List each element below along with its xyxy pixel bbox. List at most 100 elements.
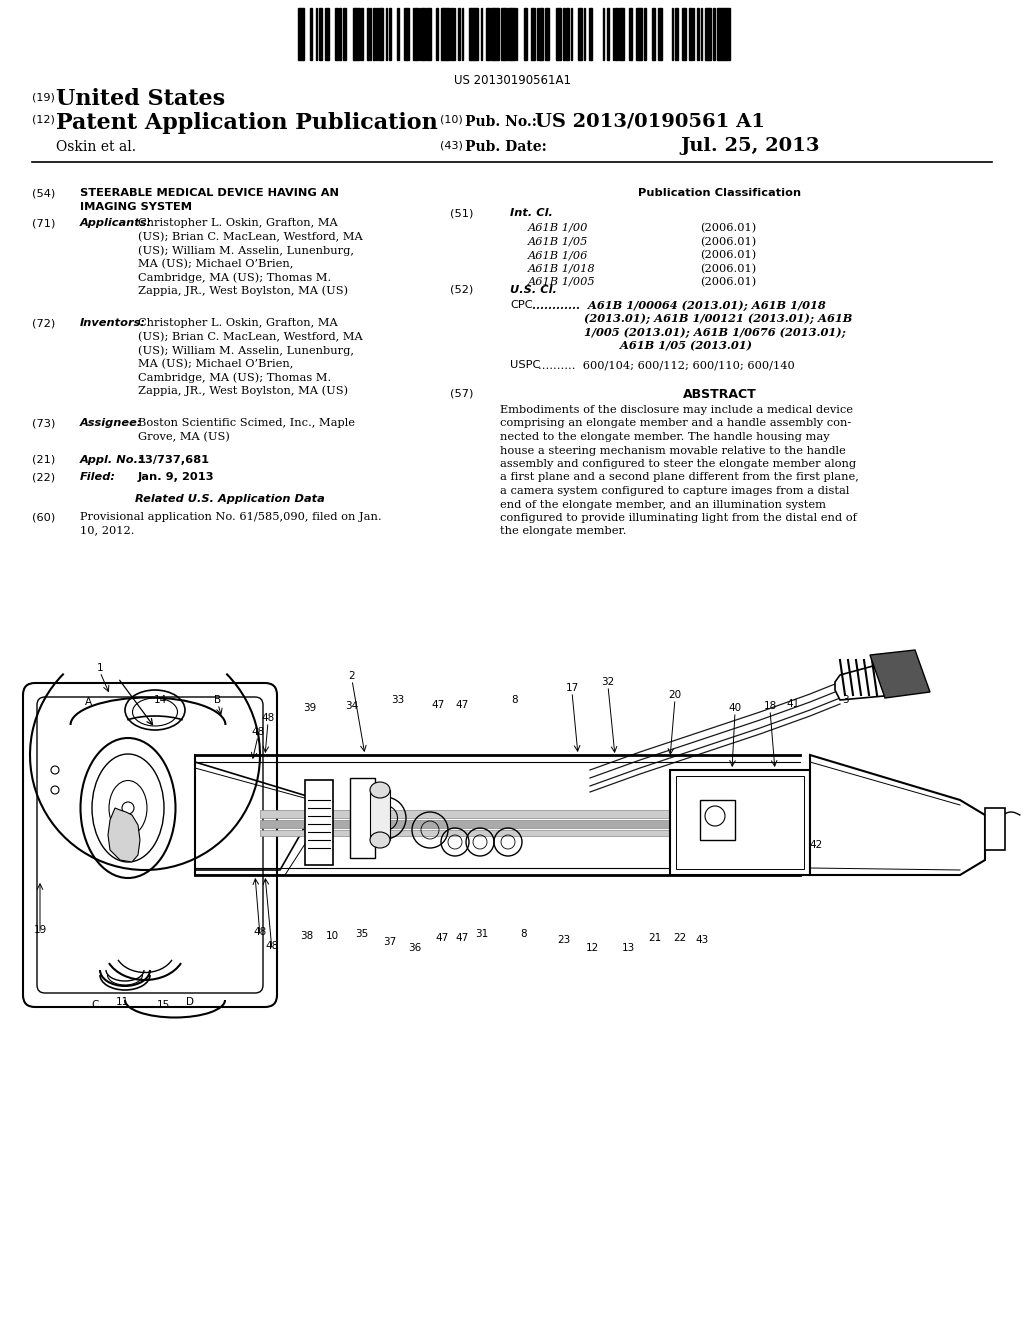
Ellipse shape — [380, 813, 390, 822]
Bar — [471, 8, 473, 59]
Text: 47: 47 — [456, 700, 469, 710]
Bar — [361, 8, 362, 59]
Bar — [486, 8, 489, 59]
Text: ABSTRACT: ABSTRACT — [683, 388, 757, 401]
Text: Assignee:: Assignee: — [80, 418, 142, 428]
Text: (2013.01); A61B 1/00121 (2013.01); A61B: (2013.01); A61B 1/00121 (2013.01); A61B — [532, 314, 852, 325]
Bar — [490, 8, 493, 59]
Text: A61B 1/05 (2013.01): A61B 1/05 (2013.01) — [532, 341, 752, 351]
Text: 17: 17 — [565, 682, 579, 693]
Text: (54): (54) — [32, 187, 55, 198]
Text: A61B 1/05: A61B 1/05 — [528, 236, 589, 247]
Text: (72): (72) — [32, 318, 55, 327]
Text: MA (US); Michael O’Brien,: MA (US); Michael O’Brien, — [138, 359, 293, 368]
Bar — [343, 8, 346, 59]
Polygon shape — [835, 660, 895, 700]
Text: Int. Cl.: Int. Cl. — [510, 209, 553, 218]
Text: D: D — [186, 997, 194, 1007]
Text: (US); William M. Asselin, Lunenburg,: (US); William M. Asselin, Lunenburg, — [138, 345, 354, 355]
Text: 8: 8 — [520, 929, 527, 939]
Text: 23: 23 — [557, 935, 570, 945]
Text: (21): (21) — [32, 455, 55, 465]
Text: Publication Classification: Publication Classification — [638, 187, 802, 198]
Bar — [670, 770, 810, 875]
Text: A61B 1/018: A61B 1/018 — [528, 264, 596, 273]
Text: Related U.S. Application Data: Related U.S. Application Data — [135, 494, 325, 504]
Bar — [447, 8, 450, 59]
Bar — [689, 8, 692, 59]
Bar — [558, 8, 561, 59]
Ellipse shape — [122, 803, 134, 814]
Text: Oskin et al.: Oskin et al. — [56, 140, 136, 154]
Bar — [621, 8, 624, 59]
Text: 47: 47 — [435, 933, 449, 942]
Text: (US); Brian C. MacLean, Westford, MA: (US); Brian C. MacLean, Westford, MA — [138, 231, 362, 242]
Text: Pub. Date:: Pub. Date: — [465, 140, 547, 154]
Text: 35: 35 — [355, 929, 369, 939]
Bar — [676, 8, 678, 59]
Text: (19): (19) — [32, 92, 55, 102]
Text: B: B — [214, 696, 221, 705]
Bar — [556, 8, 558, 59]
Bar — [376, 8, 378, 59]
Bar — [545, 8, 548, 59]
Bar — [300, 8, 303, 59]
Bar — [404, 8, 407, 59]
Text: (51): (51) — [450, 209, 473, 218]
Text: 22: 22 — [674, 933, 687, 942]
Text: 31: 31 — [475, 929, 488, 939]
Text: USPC: USPC — [510, 360, 541, 370]
Text: Embodiments of the disclosure may include a medical device: Embodiments of the disclosure may includ… — [500, 405, 853, 414]
Bar — [397, 8, 399, 59]
Bar — [567, 8, 569, 59]
Text: IMAGING SYSTEM: IMAGING SYSTEM — [80, 202, 193, 211]
Text: US 20130190561A1: US 20130190561A1 — [454, 74, 570, 87]
Text: 41: 41 — [786, 700, 800, 709]
Bar — [525, 8, 527, 59]
Bar — [298, 8, 300, 59]
Text: MA (US); Michael O’Brien,: MA (US); Michael O’Brien, — [138, 259, 293, 269]
Bar — [676, 776, 804, 869]
Bar — [985, 808, 1005, 850]
Bar — [636, 8, 638, 59]
Text: 10, 2012.: 10, 2012. — [80, 525, 134, 536]
Bar — [502, 8, 504, 59]
Bar — [719, 8, 722, 59]
Bar — [722, 8, 724, 59]
Text: (60): (60) — [32, 512, 55, 521]
Bar — [407, 8, 409, 59]
Text: US 2013/0190561 A1: US 2013/0190561 A1 — [535, 112, 765, 129]
Text: (2006.01): (2006.01) — [700, 236, 757, 247]
Text: (10): (10) — [440, 115, 463, 125]
Bar — [540, 8, 543, 59]
Text: Jul. 25, 2013: Jul. 25, 2013 — [680, 137, 819, 154]
Text: 40: 40 — [728, 704, 741, 713]
Text: ............  A61B 1/00064 (2013.01); A61B 1/018: ............ A61B 1/00064 (2013.01); A61… — [532, 300, 825, 312]
Text: (2006.01): (2006.01) — [700, 277, 757, 288]
Bar — [260, 830, 780, 836]
Bar — [589, 8, 591, 59]
Bar — [358, 8, 360, 59]
Text: Inventors:: Inventors: — [80, 318, 145, 327]
Text: 42: 42 — [809, 840, 822, 850]
Text: Grove, MA (US): Grove, MA (US) — [138, 432, 229, 442]
Bar — [442, 8, 444, 59]
Bar — [380, 8, 383, 59]
Bar — [580, 8, 582, 59]
Text: Filed:: Filed: — [80, 473, 116, 482]
Text: (57): (57) — [450, 388, 473, 399]
Text: 3: 3 — [842, 696, 848, 705]
Bar — [305, 780, 333, 865]
Text: United States: United States — [56, 88, 225, 110]
Text: STEERABLE MEDICAL DEVICE HAVING AN: STEERABLE MEDICAL DEVICE HAVING AN — [80, 187, 339, 198]
Text: (2006.01): (2006.01) — [700, 264, 757, 273]
Text: C: C — [91, 1001, 98, 1010]
Polygon shape — [108, 808, 140, 862]
Text: (73): (73) — [32, 418, 55, 428]
Bar — [436, 8, 438, 59]
Text: 48: 48 — [261, 713, 274, 723]
Text: 8: 8 — [512, 696, 518, 705]
Text: 38: 38 — [300, 931, 313, 941]
Text: Cambridge, MA (US); Thomas M.: Cambridge, MA (US); Thomas M. — [138, 272, 331, 282]
Bar — [422, 8, 424, 59]
